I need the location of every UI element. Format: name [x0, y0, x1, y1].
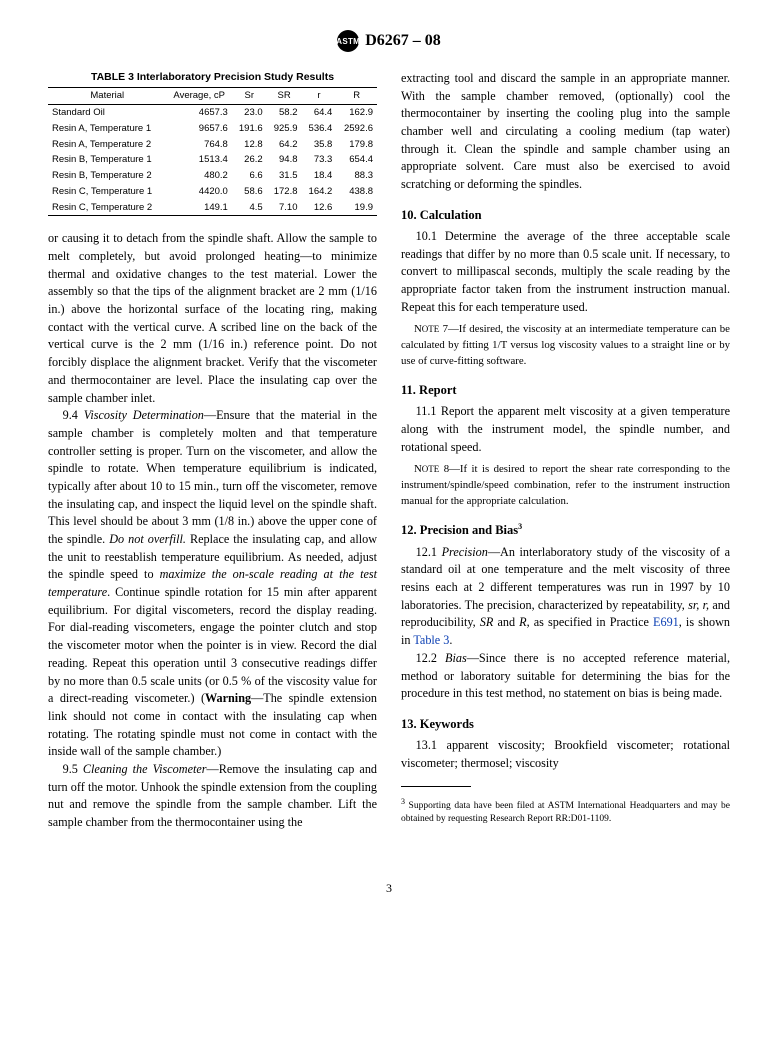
cell-value: 64.4 — [302, 104, 337, 120]
cell-value: 536.4 — [302, 121, 337, 137]
section-12-heading-text: 12. Precision and Bias — [401, 524, 518, 538]
cell-value: 149.1 — [167, 200, 232, 216]
cell-value: 4.5 — [232, 200, 267, 216]
section-10-heading: 10. Calculation — [401, 206, 730, 224]
col-average: Average, cP — [167, 88, 232, 105]
para-10-1: 10.1 Determine the average of the three … — [401, 228, 730, 316]
section-12-footnote-ref: 3 — [518, 522, 522, 531]
cell-value: 12.6 — [302, 200, 337, 216]
table-row: Resin A, Temperature 19657.6191.6925.953… — [48, 121, 377, 137]
note-8: NOTE 8—If it is desired to report the sh… — [401, 462, 730, 509]
para-9-5: 9.5 Cleaning the Viscometer—Remove the i… — [48, 761, 377, 832]
cell-value: 73.3 — [302, 152, 337, 168]
para-12-2: 12.2 Bias—Since there is no accepted ref… — [401, 650, 730, 703]
cell-value: 58.6 — [232, 184, 267, 200]
cell-material: Resin C, Temperature 1 — [48, 184, 167, 200]
cell-value: 94.8 — [267, 152, 302, 168]
col-r-upper: R — [336, 88, 377, 105]
cell-value: 4657.3 — [167, 104, 232, 120]
cell-value: 654.4 — [336, 152, 377, 168]
para-13-1: 13.1 apparent viscosity; Brookfield visc… — [401, 737, 730, 772]
para-11-1: 11.1 Report the apparent melt viscosity … — [401, 403, 730, 456]
cell-value: 925.9 — [267, 121, 302, 137]
note-7-label: NOTE 7 — [414, 323, 448, 335]
page-header: ASTM D6267 – 08 — [48, 30, 730, 52]
footnote-3: 3 Supporting data have been filed at AST… — [401, 797, 730, 826]
table-3-title: TABLE 3 Interlaboratory Precision Study … — [48, 70, 377, 85]
section-12-heading: 12. Precision and Bias3 — [401, 521, 730, 539]
cell-value: 64.2 — [267, 137, 302, 153]
para-12-1-post: . — [449, 633, 452, 647]
link-e691[interactable]: E691 — [653, 615, 679, 629]
para-9-4: 9.4 Viscosity Determination—Ensure that … — [48, 407, 377, 761]
footnote-rule — [401, 786, 471, 787]
designation: D6267 – 08 — [365, 32, 441, 50]
two-column-body: TABLE 3 Interlaboratory Precision Study … — [48, 70, 730, 833]
col-sr-lower: Sr — [232, 88, 267, 105]
cell-value: 191.6 — [232, 121, 267, 137]
cell-material: Resin B, Temperature 1 — [48, 152, 167, 168]
para-12-1: 12.1 Precision—An interlaboratory study … — [401, 544, 730, 650]
cell-value: 23.0 — [232, 104, 267, 120]
table-row: Resin A, Temperature 2764.812.864.235.81… — [48, 137, 377, 153]
cell-value: 9657.6 — [167, 121, 232, 137]
para-9-3-cont: or causing it to detach from the spindle… — [48, 230, 377, 407]
note-8-text: If it is desired to report the shear rat… — [401, 463, 730, 506]
table-row: Resin B, Temperature 2480.26.631.518.488… — [48, 168, 377, 184]
cell-value: 18.4 — [302, 168, 337, 184]
cell-value: 438.8 — [336, 184, 377, 200]
cell-value: 162.9 — [336, 104, 377, 120]
cell-value: 1513.4 — [167, 152, 232, 168]
cell-value: 58.2 — [267, 104, 302, 120]
cell-value: 19.9 — [336, 200, 377, 216]
cell-value: 2592.6 — [336, 121, 377, 137]
note-8-label: NOTE 8 — [414, 463, 449, 475]
cell-value: 6.6 — [232, 168, 267, 184]
cell-material: Resin A, Temperature 1 — [48, 121, 167, 137]
table-row: Standard Oil4657.323.058.264.4162.9 — [48, 104, 377, 120]
cell-value: 35.8 — [302, 137, 337, 153]
cell-value: 88.3 — [336, 168, 377, 184]
cell-value: 179.8 — [336, 137, 377, 153]
footnote-3-text: Supporting data have been filed at ASTM … — [401, 801, 730, 824]
cell-material: Resin C, Temperature 2 — [48, 200, 167, 216]
page-number: 3 — [48, 881, 730, 896]
table-row: Resin C, Temperature 14420.058.6172.8164… — [48, 184, 377, 200]
section-11-heading: 11. Report — [401, 381, 730, 399]
table-header-row: Material Average, cP Sr SR r R — [48, 88, 377, 105]
cell-value: 4420.0 — [167, 184, 232, 200]
note-7: NOTE 7—If desired, the viscosity at an i… — [401, 322, 730, 369]
table-3: TABLE 3 Interlaboratory Precision Study … — [48, 70, 377, 216]
cell-value: 480.2 — [167, 168, 232, 184]
cell-material: Resin B, Temperature 2 — [48, 168, 167, 184]
cell-value: 172.8 — [267, 184, 302, 200]
col-r-lower: r — [302, 88, 337, 105]
table-row: Resin C, Temperature 2149.14.57.1012.619… — [48, 200, 377, 216]
col-sr-upper: SR — [267, 88, 302, 105]
astm-logo-icon: ASTM — [337, 30, 359, 52]
cell-value: 31.5 — [267, 168, 302, 184]
cell-value: 764.8 — [167, 137, 232, 153]
col-material: Material — [48, 88, 167, 105]
cell-material: Standard Oil — [48, 104, 167, 120]
cell-value: 26.2 — [232, 152, 267, 168]
note-7-text: If desired, the viscosity at an intermed… — [401, 323, 730, 366]
table-3-grid: Material Average, cP Sr SR r R Standard … — [48, 87, 377, 216]
cell-value: 12.8 — [232, 137, 267, 153]
page: ASTM D6267 – 08 TABLE 3 Interlaboratory … — [0, 0, 778, 936]
para-9-5-cont: extracting tool and discard the sample i… — [401, 70, 730, 194]
cell-material: Resin A, Temperature 2 — [48, 137, 167, 153]
section-13-heading: 13. Keywords — [401, 715, 730, 733]
cell-value: 7.10 — [267, 200, 302, 216]
table-row: Resin B, Temperature 11513.426.294.873.3… — [48, 152, 377, 168]
link-table-3[interactable]: Table 3 — [413, 633, 449, 647]
cell-value: 164.2 — [302, 184, 337, 200]
